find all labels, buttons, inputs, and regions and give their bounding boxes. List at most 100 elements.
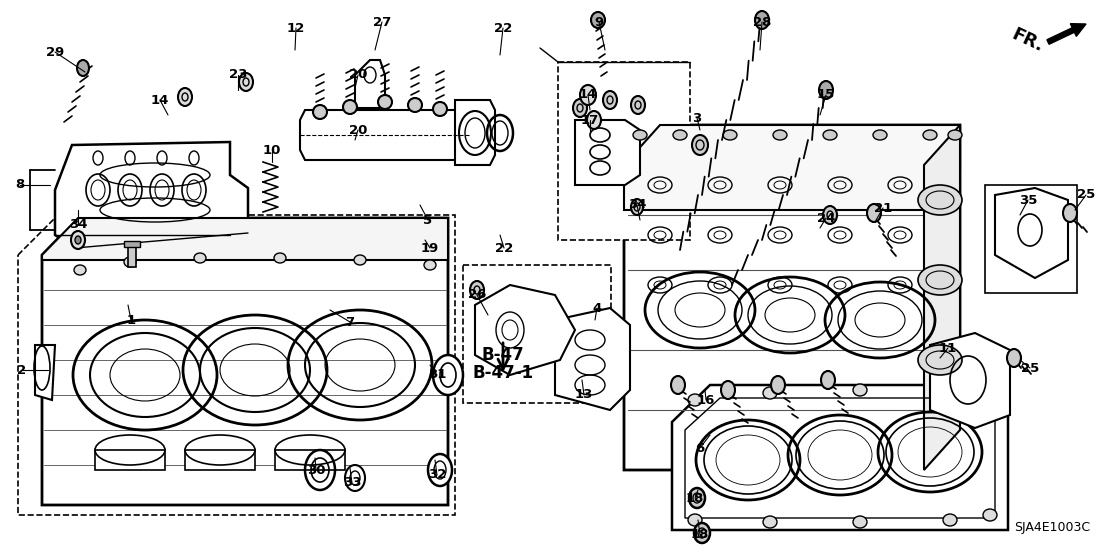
Ellipse shape xyxy=(853,516,866,528)
Polygon shape xyxy=(624,125,960,210)
Ellipse shape xyxy=(866,204,881,222)
Text: 12: 12 xyxy=(287,22,305,34)
Text: 7: 7 xyxy=(346,316,355,328)
Text: 2: 2 xyxy=(18,363,27,377)
Ellipse shape xyxy=(74,265,86,275)
Text: FR.: FR. xyxy=(1009,26,1047,56)
Ellipse shape xyxy=(943,386,957,398)
Text: 14: 14 xyxy=(578,88,597,102)
Bar xyxy=(558,62,690,240)
Ellipse shape xyxy=(124,257,136,267)
Ellipse shape xyxy=(773,130,787,140)
Text: 25: 25 xyxy=(1077,189,1095,201)
Text: 11: 11 xyxy=(938,342,957,354)
Text: 35: 35 xyxy=(1019,194,1037,206)
Polygon shape xyxy=(42,218,448,260)
Polygon shape xyxy=(275,450,345,470)
Ellipse shape xyxy=(763,387,777,399)
Text: 6: 6 xyxy=(696,441,705,455)
Ellipse shape xyxy=(343,100,357,114)
Ellipse shape xyxy=(433,355,463,395)
Ellipse shape xyxy=(692,135,708,155)
Ellipse shape xyxy=(470,281,484,299)
Text: 20: 20 xyxy=(349,69,367,81)
Text: 14: 14 xyxy=(151,93,170,107)
Text: 30: 30 xyxy=(307,463,326,477)
Ellipse shape xyxy=(1063,204,1077,222)
Ellipse shape xyxy=(688,514,702,526)
Polygon shape xyxy=(35,345,55,400)
Ellipse shape xyxy=(178,88,192,106)
Ellipse shape xyxy=(763,516,777,528)
Text: 10: 10 xyxy=(263,143,281,156)
Text: 24: 24 xyxy=(817,211,835,225)
Ellipse shape xyxy=(76,60,89,76)
Text: 18: 18 xyxy=(686,492,705,504)
Text: 33: 33 xyxy=(342,477,361,489)
Polygon shape xyxy=(995,188,1068,278)
Polygon shape xyxy=(185,450,255,470)
Text: 18: 18 xyxy=(690,529,709,541)
Polygon shape xyxy=(455,100,495,165)
Ellipse shape xyxy=(378,95,392,109)
Bar xyxy=(985,185,1077,293)
Text: 3: 3 xyxy=(692,112,701,124)
Ellipse shape xyxy=(919,345,962,375)
Text: 17: 17 xyxy=(581,113,599,127)
Text: 26: 26 xyxy=(468,289,486,301)
Ellipse shape xyxy=(71,231,85,249)
Polygon shape xyxy=(555,308,630,410)
Bar xyxy=(129,245,136,267)
Text: 9: 9 xyxy=(594,15,604,29)
Ellipse shape xyxy=(724,130,737,140)
Ellipse shape xyxy=(428,454,452,486)
Bar xyxy=(124,241,140,247)
Ellipse shape xyxy=(983,509,997,521)
Polygon shape xyxy=(42,218,448,505)
Text: 23: 23 xyxy=(229,69,247,81)
Polygon shape xyxy=(924,125,960,470)
Text: B-47-1: B-47-1 xyxy=(472,364,534,382)
Text: 21: 21 xyxy=(874,201,892,215)
Text: 20: 20 xyxy=(349,123,367,137)
Polygon shape xyxy=(355,60,384,108)
Ellipse shape xyxy=(823,130,837,140)
Ellipse shape xyxy=(919,185,962,215)
Text: 5: 5 xyxy=(423,213,432,227)
Ellipse shape xyxy=(689,488,705,508)
Ellipse shape xyxy=(983,394,997,406)
Ellipse shape xyxy=(919,265,962,295)
Polygon shape xyxy=(95,450,165,470)
Polygon shape xyxy=(475,285,575,375)
Text: 19: 19 xyxy=(421,242,439,254)
Ellipse shape xyxy=(821,371,835,389)
Text: 22: 22 xyxy=(494,22,512,34)
Polygon shape xyxy=(575,120,640,185)
Text: 16: 16 xyxy=(697,394,715,406)
Text: 13: 13 xyxy=(575,389,593,401)
Ellipse shape xyxy=(853,384,866,396)
Text: 1: 1 xyxy=(126,314,135,326)
Text: 22: 22 xyxy=(495,242,513,254)
Ellipse shape xyxy=(948,130,962,140)
Ellipse shape xyxy=(433,102,447,116)
Ellipse shape xyxy=(75,236,81,244)
Ellipse shape xyxy=(873,130,888,140)
Ellipse shape xyxy=(587,111,601,129)
Polygon shape xyxy=(930,333,1010,428)
Ellipse shape xyxy=(671,376,685,394)
FancyArrow shape xyxy=(1047,24,1086,44)
Text: 8: 8 xyxy=(16,179,24,191)
Ellipse shape xyxy=(408,98,422,112)
Text: 29: 29 xyxy=(45,45,64,59)
Text: 31: 31 xyxy=(428,368,447,382)
Text: 28: 28 xyxy=(752,15,771,29)
Ellipse shape xyxy=(274,253,286,263)
Text: 15: 15 xyxy=(817,88,835,102)
Text: 4: 4 xyxy=(593,301,602,315)
Text: B-47: B-47 xyxy=(482,346,524,364)
Polygon shape xyxy=(624,125,960,470)
Ellipse shape xyxy=(424,260,437,270)
Text: 34: 34 xyxy=(628,199,646,211)
Ellipse shape xyxy=(1007,349,1020,367)
